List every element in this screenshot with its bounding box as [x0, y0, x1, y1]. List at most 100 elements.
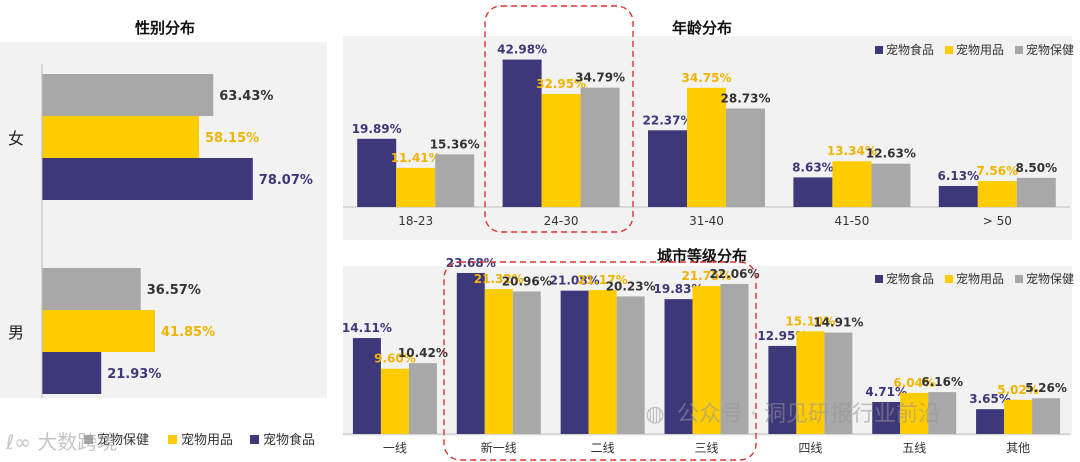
city-bar	[928, 392, 957, 434]
city-data-label: 5.02%	[997, 383, 1039, 397]
city-x-tick-label: 四线	[798, 441, 822, 455]
gender-bar	[42, 352, 102, 394]
city-data-label: 4.71%	[865, 385, 907, 399]
city-legend-label: 宠物保健	[1026, 271, 1074, 286]
age-legend-label: 宠物食品	[886, 42, 934, 57]
age-data-label: 8.50%	[1015, 161, 1057, 175]
city-x-tick-label: 二线	[591, 441, 615, 455]
age-bar	[580, 87, 620, 207]
age-data-label: 15.36%	[430, 137, 480, 151]
city-x-tick-label: 五线	[902, 441, 926, 455]
city-legend-label: 宠物用品	[956, 271, 1004, 286]
city-bar	[1004, 399, 1033, 434]
city-data-label: 23.68%	[446, 256, 496, 270]
city-bar	[900, 392, 929, 434]
gender-legend-label: 宠物用品	[181, 432, 233, 448]
corner-logo-icon: ℓ∞	[6, 430, 31, 454]
age-data-label: 32.95%	[536, 77, 586, 91]
age-data-label: 13.34%	[827, 144, 877, 158]
city-bar	[512, 291, 541, 434]
city-bar	[664, 299, 693, 434]
city-legend-label: 宠物食品	[886, 271, 934, 286]
city-bar	[692, 286, 721, 434]
gender-bar	[42, 74, 214, 116]
city-bar	[408, 363, 437, 434]
age-data-label: 19.89%	[352, 122, 402, 136]
gender-legend-label: 宠物保健	[97, 432, 149, 448]
city-bar	[484, 289, 513, 434]
age-bar	[871, 163, 911, 207]
age-data-label: 8.63%	[792, 160, 834, 174]
age-x-tick-label: 31-40	[689, 214, 724, 228]
age-legend-label: 宠物保健	[1026, 42, 1074, 57]
gender-category-label: 男	[8, 323, 24, 342]
city-bar	[872, 401, 901, 434]
city-highlight-box	[443, 261, 757, 461]
city-data-label: 12.95%	[757, 329, 807, 343]
city-data-label: 22.06%	[710, 267, 760, 281]
city-x-tick-label: 新一线	[481, 440, 517, 455]
gender-legend-swatch	[250, 435, 259, 444]
city-data-label: 9.60%	[374, 352, 416, 366]
city-bar	[796, 331, 825, 434]
age-x-tick-label: 41-50	[834, 214, 869, 228]
gender-chart-title: 性别分布	[135, 19, 195, 37]
watermark-account-text: 公众号 · 洞见研报行业前沿	[677, 402, 940, 427]
city-bar	[824, 332, 853, 434]
gender-data-label: 63.43%	[219, 89, 273, 104]
city-bar	[720, 283, 749, 434]
watermark-corner-text: 大数跨境	[37, 430, 118, 454]
city-data-label: 6.04%	[893, 376, 935, 390]
age-bar	[1016, 177, 1056, 207]
age-data-label: 12.63%	[866, 147, 916, 161]
gender-data-label: 58.15%	[205, 131, 259, 146]
age-data-label: 22.37%	[643, 113, 693, 127]
city-x-tick-label: 其他	[1006, 441, 1030, 455]
age-chart-title: 年龄分布	[672, 19, 732, 37]
age-bar	[648, 130, 687, 207]
city-data-label: 20.23%	[606, 279, 656, 293]
city-legend-swatch	[875, 275, 883, 283]
age-data-label: 6.13%	[937, 169, 979, 183]
age-bar	[793, 177, 833, 207]
age-bar	[502, 59, 542, 207]
city-bar	[380, 368, 409, 434]
age-data-label: 7.56%	[976, 164, 1018, 178]
city-data-label: 10.42%	[398, 346, 448, 360]
city-data-label: 20.96%	[502, 274, 552, 288]
city-legend-swatch	[945, 275, 953, 283]
city-bar	[456, 272, 485, 434]
city-legend-swatch	[1015, 275, 1023, 283]
gender-data-label: 41.85%	[161, 325, 215, 340]
age-legend-swatch	[945, 46, 953, 54]
gender-legend-swatch	[168, 435, 177, 444]
age-legend-label: 宠物用品	[956, 42, 1004, 57]
city-data-label: 19.83%	[654, 282, 704, 296]
age-x-tick-label: 18-23	[398, 214, 433, 228]
city-data-label: 15.10%	[785, 314, 835, 328]
gender-legend-label: 宠物食品	[263, 432, 315, 448]
age-data-label: 28.73%	[721, 91, 771, 105]
city-bar	[560, 290, 589, 434]
city-data-label: 14.91%	[813, 316, 863, 330]
city-data-label: 21.32%	[474, 272, 524, 286]
gender-bar	[42, 268, 141, 310]
age-data-label: 11.41%	[391, 151, 441, 165]
age-bar	[435, 154, 475, 207]
city-bar	[616, 296, 645, 434]
city-data-label: 14.11%	[342, 321, 392, 335]
gender-data-label: 78.07%	[259, 173, 313, 188]
age-bar	[832, 161, 872, 207]
city-data-label: 5.26%	[1025, 381, 1067, 395]
city-data-label: 6.16%	[921, 375, 963, 389]
gender-data-label: 21.93%	[107, 367, 161, 382]
age-bar	[687, 87, 726, 207]
gender-data-label: 36.57%	[147, 283, 201, 298]
age-bar	[357, 138, 397, 207]
city-bar	[976, 409, 1005, 434]
age-x-tick-label: 24-30	[544, 214, 579, 228]
city-data-label: 21.08%	[550, 274, 600, 288]
age-data-label: 34.79%	[575, 71, 625, 85]
city-data-label: 3.65%	[969, 392, 1011, 406]
